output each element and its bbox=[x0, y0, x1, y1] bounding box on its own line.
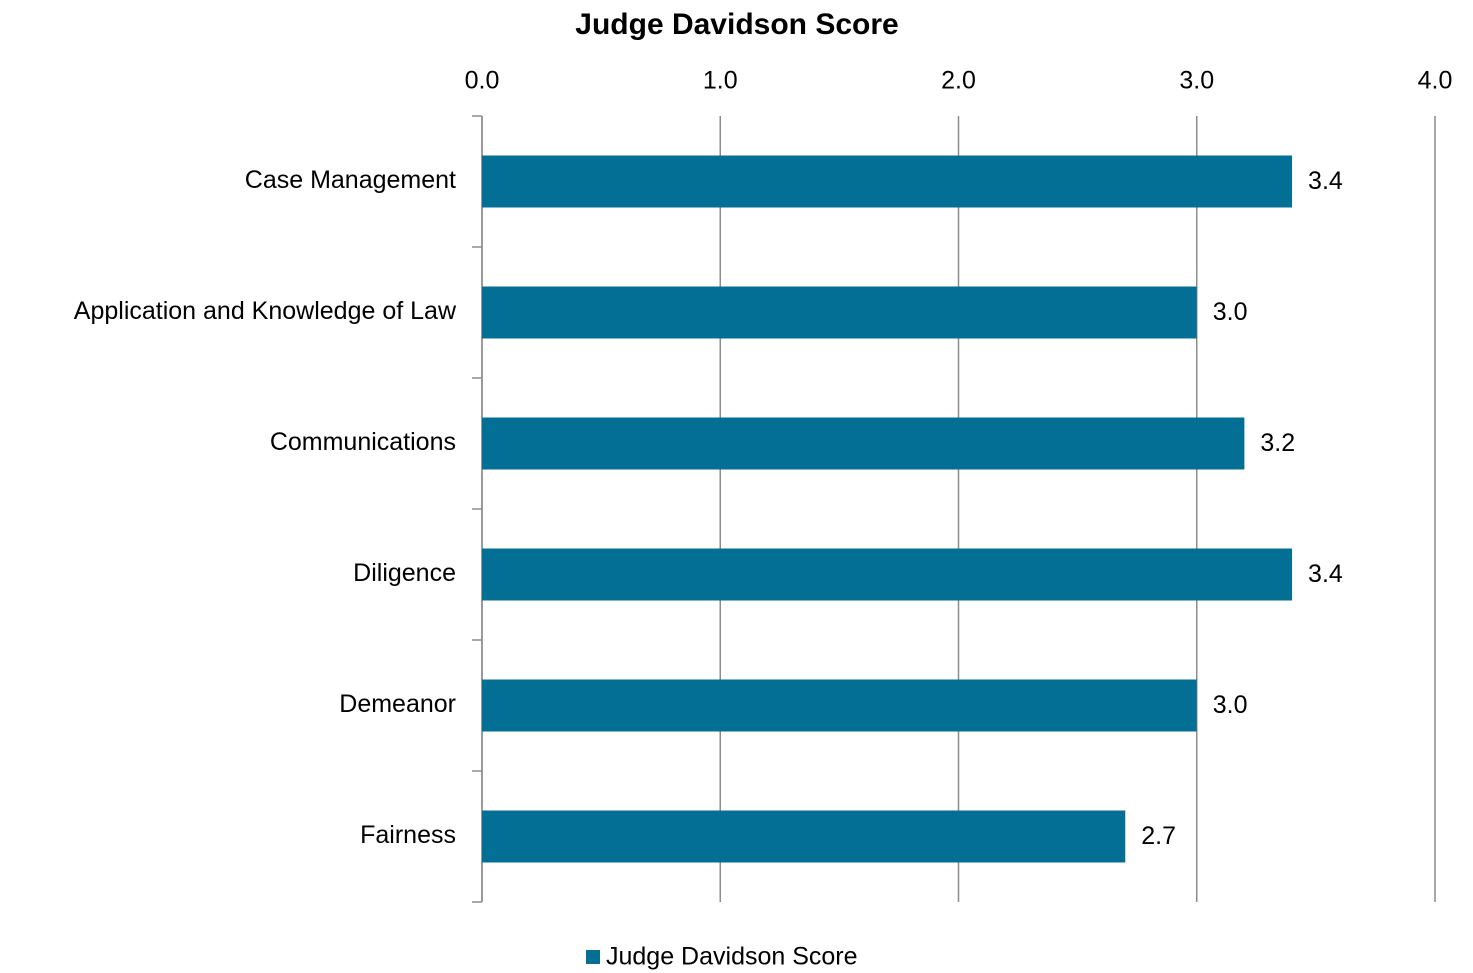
x-tick-label: 0.0 bbox=[465, 67, 500, 95]
data-label: 3.0 bbox=[1213, 298, 1248, 326]
bar bbox=[482, 286, 1197, 339]
y-tick-label: Case Management bbox=[245, 166, 456, 194]
x-tick-label: 3.0 bbox=[1179, 67, 1214, 95]
x-tick-label: 1.0 bbox=[703, 67, 738, 95]
bar bbox=[482, 155, 1293, 208]
legend-swatch bbox=[586, 950, 600, 964]
y-tick-label: Diligence bbox=[353, 559, 456, 587]
data-label: 2.7 bbox=[1141, 822, 1176, 850]
y-tick-label: Demeanor bbox=[339, 690, 456, 718]
bar bbox=[482, 679, 1197, 732]
y-tick-label: Application and Knowledge of Law bbox=[74, 297, 457, 325]
data-label: 3.2 bbox=[1260, 429, 1295, 457]
bar bbox=[482, 548, 1293, 601]
data-label: 3.0 bbox=[1213, 691, 1248, 719]
chart-title: Judge Davidson Score bbox=[575, 8, 898, 41]
x-tick-label: 4.0 bbox=[1418, 67, 1453, 95]
legend-label: Judge Davidson Score bbox=[606, 943, 858, 971]
data-label: 3.4 bbox=[1308, 167, 1343, 195]
y-tick-label: Fairness bbox=[360, 821, 456, 849]
bar bbox=[482, 417, 1245, 470]
bar bbox=[482, 810, 1126, 863]
x-tick-label: 2.0 bbox=[941, 67, 976, 95]
data-label: 3.4 bbox=[1308, 560, 1343, 588]
y-tick-label: Communications bbox=[270, 428, 456, 456]
